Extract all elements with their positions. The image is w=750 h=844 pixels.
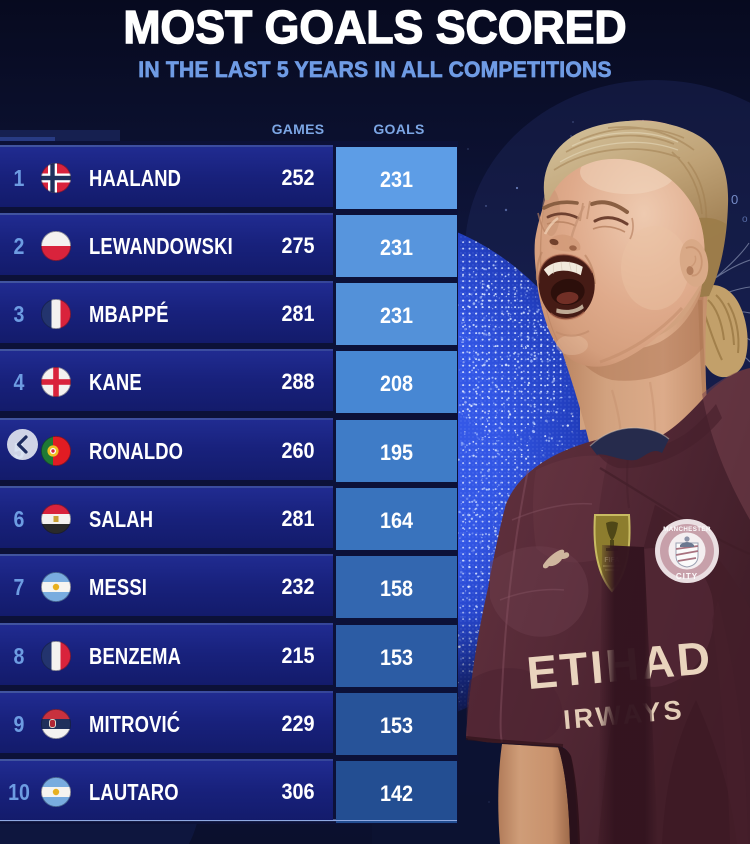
svg-text:MANCHESTER: MANCHESTER — [663, 526, 711, 533]
svg-text:CITY: CITY — [676, 572, 698, 581]
svg-text:0: 0 — [731, 192, 738, 207]
svg-text:o: o — [742, 214, 748, 225]
